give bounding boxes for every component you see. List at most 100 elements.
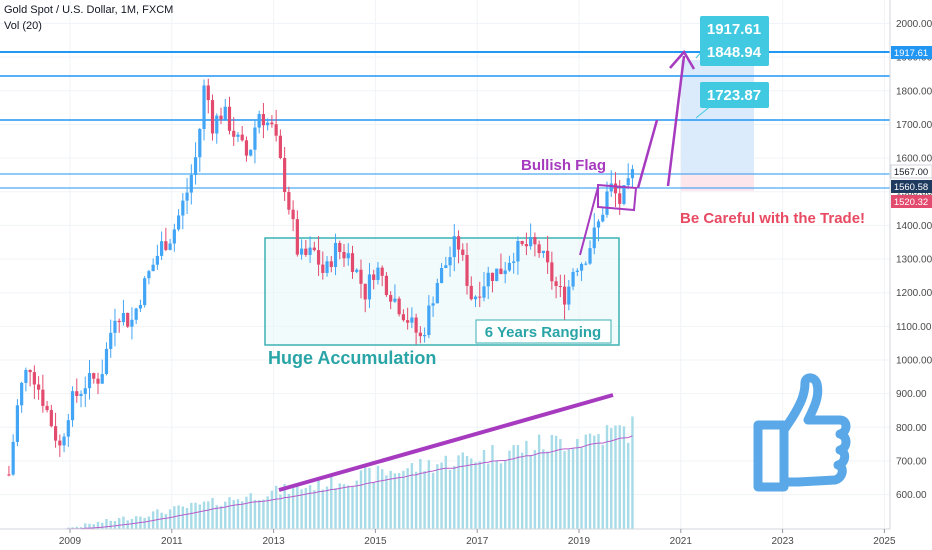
volume-bar bbox=[109, 520, 112, 529]
volume-bar bbox=[546, 451, 549, 529]
candle-body bbox=[308, 247, 312, 255]
volume-bar bbox=[279, 494, 282, 529]
candle-body bbox=[291, 209, 295, 220]
stop-zone bbox=[681, 173, 754, 191]
candle-body bbox=[605, 191, 609, 215]
candle-body bbox=[215, 115, 219, 134]
candle-body bbox=[473, 296, 478, 300]
volume-bar bbox=[67, 527, 70, 529]
candle-body bbox=[45, 405, 49, 411]
candle-body bbox=[70, 391, 75, 421]
candle-body bbox=[138, 305, 143, 309]
volume-bar bbox=[342, 484, 346, 529]
candle-body bbox=[168, 243, 172, 250]
candle-body bbox=[439, 267, 444, 283]
volume-bar bbox=[402, 470, 405, 529]
candle-body bbox=[384, 275, 389, 296]
volume-bar bbox=[597, 434, 600, 529]
candle-body bbox=[622, 185, 626, 204]
volume-bar bbox=[118, 518, 121, 529]
time-tick-label: 2021 bbox=[670, 536, 693, 547]
volume-bar bbox=[559, 439, 562, 529]
volume-bar bbox=[503, 460, 507, 529]
candle-body bbox=[104, 348, 109, 375]
volume-indicator-label: Vol (20) bbox=[4, 20, 42, 32]
candle-body bbox=[372, 274, 376, 280]
candle-body bbox=[28, 369, 32, 373]
candle-body bbox=[507, 262, 512, 271]
candle-body bbox=[452, 236, 456, 258]
candle-body bbox=[397, 298, 401, 315]
candle-body bbox=[155, 255, 159, 265]
candle-body bbox=[20, 382, 24, 406]
candle-body bbox=[121, 313, 126, 323]
volume-bar bbox=[372, 482, 375, 529]
candles-layer bbox=[7, 78, 635, 477]
candle-body bbox=[401, 314, 405, 321]
candle-body bbox=[414, 317, 418, 333]
time-tick-label: 2015 bbox=[364, 536, 387, 547]
candle-body bbox=[380, 267, 384, 276]
candle-body bbox=[630, 169, 635, 179]
candle-body bbox=[87, 373, 92, 389]
candle-body bbox=[202, 85, 206, 130]
candle-body bbox=[79, 393, 83, 397]
candle-body bbox=[244, 140, 249, 156]
axis-tag-1560 bbox=[891, 180, 932, 193]
candle-body bbox=[456, 236, 461, 250]
volume-bar bbox=[605, 425, 609, 529]
candle-body bbox=[100, 374, 104, 384]
time-tick-label: 2013 bbox=[262, 536, 285, 547]
candle-body bbox=[113, 320, 117, 333]
volume-bar bbox=[487, 463, 490, 529]
candle-body bbox=[240, 134, 244, 141]
candle-body bbox=[181, 200, 185, 216]
candle-body bbox=[147, 271, 151, 279]
volume-bar bbox=[563, 451, 566, 529]
candle-body bbox=[359, 269, 363, 284]
candle-body bbox=[249, 149, 253, 156]
candle-body bbox=[223, 106, 227, 120]
volume-bar bbox=[304, 487, 308, 529]
volume-bar bbox=[516, 445, 520, 529]
candle-body bbox=[312, 247, 316, 251]
candle-body bbox=[524, 244, 529, 247]
price-tick-label: 1100.00 bbox=[896, 322, 932, 333]
volume-bar bbox=[245, 496, 248, 529]
candle-body bbox=[261, 114, 266, 126]
volume-bar bbox=[499, 463, 503, 529]
volume-bar bbox=[364, 467, 367, 529]
candle-body bbox=[49, 410, 53, 427]
candle-body bbox=[410, 317, 414, 323]
volume-bar bbox=[427, 460, 431, 529]
candle-body bbox=[355, 269, 359, 272]
time-tick-label: 2025 bbox=[873, 536, 896, 547]
volume-bar bbox=[313, 490, 316, 529]
volume-bar bbox=[338, 483, 341, 529]
price-tick-label: 900.00 bbox=[896, 389, 927, 400]
candle-body bbox=[613, 183, 618, 194]
volume-bar bbox=[482, 449, 486, 529]
volume-bar bbox=[508, 450, 511, 529]
volume-ma-line bbox=[8, 435, 633, 530]
candle-body bbox=[571, 271, 575, 287]
candle-body bbox=[584, 263, 588, 265]
volume-bar bbox=[584, 434, 587, 529]
volume-bar bbox=[160, 512, 163, 529]
volume-bar bbox=[300, 489, 303, 529]
candle-body bbox=[198, 129, 202, 158]
volume-bar bbox=[164, 514, 168, 529]
candle-body bbox=[579, 263, 584, 271]
volume-bar bbox=[325, 486, 329, 529]
candle-body bbox=[588, 248, 592, 264]
price-axis: 600.00 700.00 800.00 900.00 1000.00 1100.00 12… bbox=[889, 0, 932, 529]
volume-bar bbox=[525, 440, 528, 529]
volume-trend-line bbox=[278, 393, 614, 492]
volume-bar bbox=[105, 519, 108, 529]
volume-bar bbox=[448, 469, 452, 529]
candle-body bbox=[448, 257, 452, 266]
candle-body bbox=[329, 261, 333, 267]
candle-body bbox=[541, 250, 545, 254]
candle-body bbox=[299, 248, 304, 255]
time-axis: 2009 2011 2013 2015 2017 2019 2021 2023 2025 bbox=[0, 528, 896, 547]
